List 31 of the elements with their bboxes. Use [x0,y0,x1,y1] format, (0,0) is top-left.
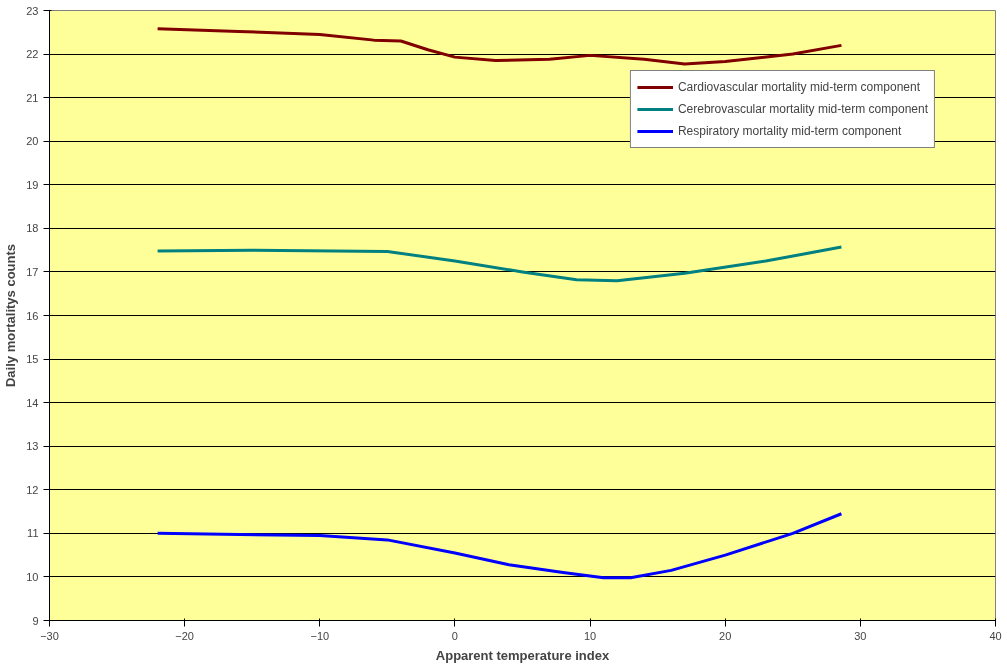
x-tick-label: −20 [175,629,194,642]
y-tick-label: 22 [26,48,39,61]
x-tick-label: −10 [310,629,330,642]
x-tick-label: 20 [719,629,732,642]
y-tick-label: 23 [26,4,39,17]
y-tick-label: 14 [26,396,39,409]
x-tick-label: −30 [40,629,59,642]
x-tick-label: 10 [583,629,597,642]
legend-label: Respiratory mortality mid-term component [677,124,902,138]
y-axis-title: Daily mortalitys counts [3,243,19,388]
y-tick-label: 20 [26,135,39,148]
x-axis-title: Apparent temperature index [435,647,610,663]
legend-label: Cerebrovascular mortality mid-term component [677,102,928,116]
y-tick-label: 16 [26,309,39,322]
y-tick-label: 17 [26,265,39,278]
y-tick-label: 12 [26,483,39,496]
y-tick-label: 10 [26,570,39,583]
y-tick-label: 11 [27,527,39,540]
x-tick-label: 40 [989,629,1002,642]
legend-label: Cardiovascular mortality mid-term component [677,80,920,94]
y-tick-label: 15 [26,353,39,366]
y-tick-label: 9 [32,614,39,627]
y-tick-label: 21 [26,91,39,104]
line-series [156,512,843,580]
y-tick-label: 13 [26,440,39,453]
line-series [156,245,843,283]
y-tick-label: 19 [26,178,39,191]
line-series [156,27,843,66]
x-tick-label: 30 [854,629,867,642]
x-tick-label: 0 [451,629,458,642]
y-tick-label: 18 [26,222,39,235]
